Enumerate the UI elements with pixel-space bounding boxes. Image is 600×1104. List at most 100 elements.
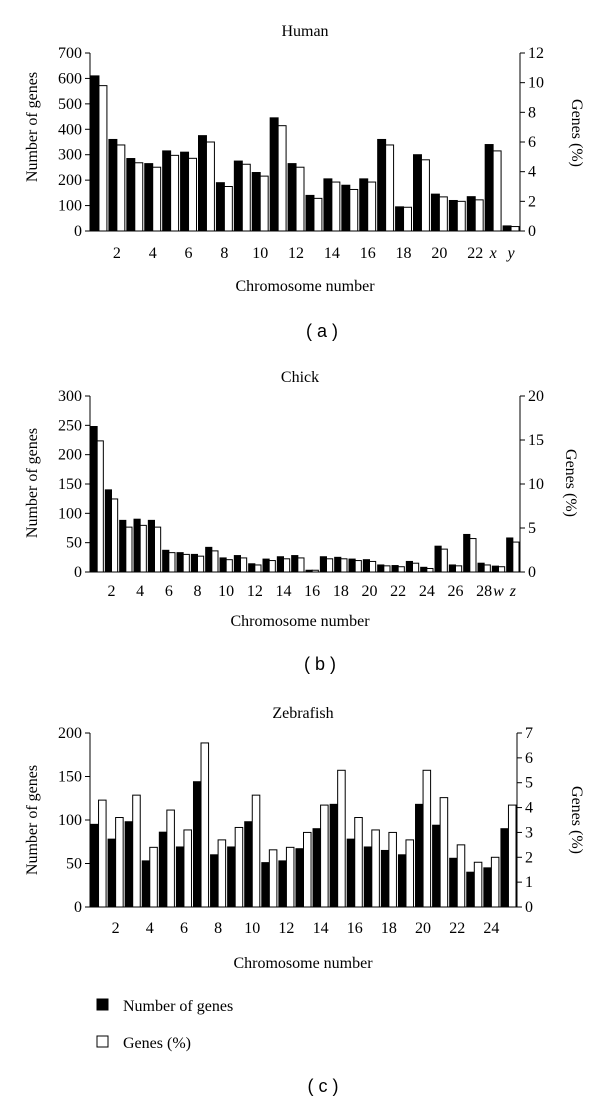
- bar-number-of-genes: [162, 150, 172, 232]
- x-tick-label: 8: [194, 583, 202, 600]
- bar-number-of-genes: [210, 854, 219, 908]
- bar-number-of-genes: [198, 135, 207, 232]
- bar-genes-percent: [371, 829, 380, 908]
- y2-tick-label: 3: [525, 824, 533, 841]
- bar-number-of-genes: [227, 846, 236, 908]
- bar-number-of-genes: [287, 163, 297, 232]
- bar-genes-percent: [295, 166, 305, 232]
- bar-number-of-genes: [305, 569, 313, 573]
- y-tick-label: 700: [58, 45, 82, 62]
- bar-genes-percent: [320, 804, 329, 908]
- bar-number-of-genes: [305, 194, 315, 232]
- bar-genes-percent: [115, 817, 124, 908]
- bar-number-of-genes: [348, 558, 356, 573]
- y2-tick-label: 2: [528, 193, 536, 210]
- x-tick-label: 4: [146, 920, 154, 937]
- bar-number-of-genes: [162, 549, 170, 573]
- chart-title: Human: [281, 23, 328, 40]
- bar-genes-percent: [331, 181, 341, 232]
- y2-tick-label: 4: [528, 164, 536, 181]
- x-tick-label: 12: [247, 583, 263, 600]
- bar-number-of-genes: [90, 426, 98, 573]
- bar-genes-percent: [98, 799, 107, 908]
- y2-axis-label: Genes (%): [568, 786, 585, 854]
- bar-genes-percent: [456, 844, 466, 908]
- bar-genes-percent: [168, 552, 176, 573]
- y-axis-label: Number of genes: [24, 765, 41, 875]
- bar-number-of-genes: [251, 172, 261, 232]
- y2-tick-label: 20: [528, 388, 544, 405]
- bar-number-of-genes: [192, 781, 202, 908]
- legend-label: Genes (%): [123, 1035, 191, 1052]
- bar-number-of-genes: [430, 193, 440, 232]
- y2-tick-label: 5: [525, 775, 533, 792]
- x-tick-label: 2: [112, 920, 120, 937]
- bar-genes-percent: [439, 797, 449, 908]
- x-tick-label: 24: [419, 583, 435, 600]
- bar-genes-percent: [412, 562, 420, 573]
- bar-genes-percent: [211, 550, 219, 573]
- bar-genes-percent: [369, 560, 377, 573]
- x-tick-label: 14: [313, 920, 329, 937]
- bar-number-of-genes: [405, 560, 414, 573]
- bar-number-of-genes: [190, 553, 198, 573]
- bar-genes-percent: [512, 541, 520, 573]
- y-tick-label: 0: [74, 564, 82, 581]
- y2-tick-label: 15: [528, 432, 544, 449]
- bar-genes-percent: [197, 555, 205, 573]
- y-axis-label: Number of genes: [24, 428, 41, 538]
- y2-tick-label: 6: [525, 750, 533, 767]
- bar-number-of-genes: [248, 563, 256, 573]
- x-tick-label: 20: [431, 245, 447, 262]
- x-tick-label: 2: [113, 245, 121, 262]
- x-tick-label: 20: [415, 920, 431, 937]
- x-tick-label: 26: [448, 583, 464, 600]
- x-tick-label: 22: [390, 583, 406, 600]
- x-tick-label: 16: [304, 583, 320, 600]
- y-tick-label: 300: [58, 147, 82, 164]
- x-tick-label: 14: [324, 245, 340, 262]
- legend-swatch-filled: [96, 998, 109, 1011]
- bar-genes-percent: [251, 794, 261, 908]
- bar-genes-percent: [268, 849, 278, 908]
- y2-axis-label: Genes (%): [562, 449, 579, 517]
- bar-number-of-genes: [506, 537, 514, 573]
- legend-label: Number of genes: [123, 998, 233, 1015]
- bar-number-of-genes: [144, 163, 154, 232]
- y-tick-label: 100: [58, 812, 82, 829]
- bar-number-of-genes: [434, 545, 442, 573]
- bar-number-of-genes: [319, 556, 328, 573]
- x-tick-label: 12: [278, 920, 294, 937]
- y-tick-label: 100: [58, 198, 82, 215]
- bar-genes-percent: [405, 839, 415, 908]
- y2-tick-label: 6: [528, 134, 536, 151]
- bar-number-of-genes: [466, 871, 475, 908]
- bar-number-of-genes: [104, 489, 113, 573]
- bar-number-of-genes: [291, 555, 299, 573]
- bar-number-of-genes: [180, 151, 190, 232]
- y2-tick-label: 8: [528, 104, 536, 121]
- x-tick-label: 6: [185, 245, 193, 262]
- bar-genes-percent: [498, 566, 506, 573]
- bar-genes-percent: [473, 861, 483, 908]
- y-tick-label: 200: [58, 725, 82, 742]
- bar-genes-percent: [152, 166, 162, 232]
- bar-genes-percent: [354, 817, 363, 908]
- x-axis-label: Chromosome number: [230, 613, 370, 630]
- bar-genes-percent: [388, 831, 397, 908]
- bar-number-of-genes: [90, 823, 100, 908]
- panel-chick: Chick Number of genes Genes (%) Chromoso…: [24, 369, 579, 674]
- y2-tick-label: 2: [525, 849, 533, 866]
- bar-genes-percent: [507, 804, 517, 908]
- bar-genes-percent: [326, 558, 334, 573]
- bar-genes-percent: [134, 162, 144, 232]
- bar-number-of-genes: [449, 857, 458, 908]
- bar-number-of-genes: [215, 182, 225, 232]
- panel-label: ( c ): [308, 1076, 339, 1096]
- y-tick-label: 250: [58, 417, 82, 434]
- bar-genes-percent: [340, 558, 348, 573]
- bar-genes-percent: [311, 569, 319, 573]
- bar-number-of-genes: [397, 854, 407, 908]
- bar-number-of-genes: [359, 178, 369, 232]
- y-axis-label: Number of genes: [24, 72, 41, 182]
